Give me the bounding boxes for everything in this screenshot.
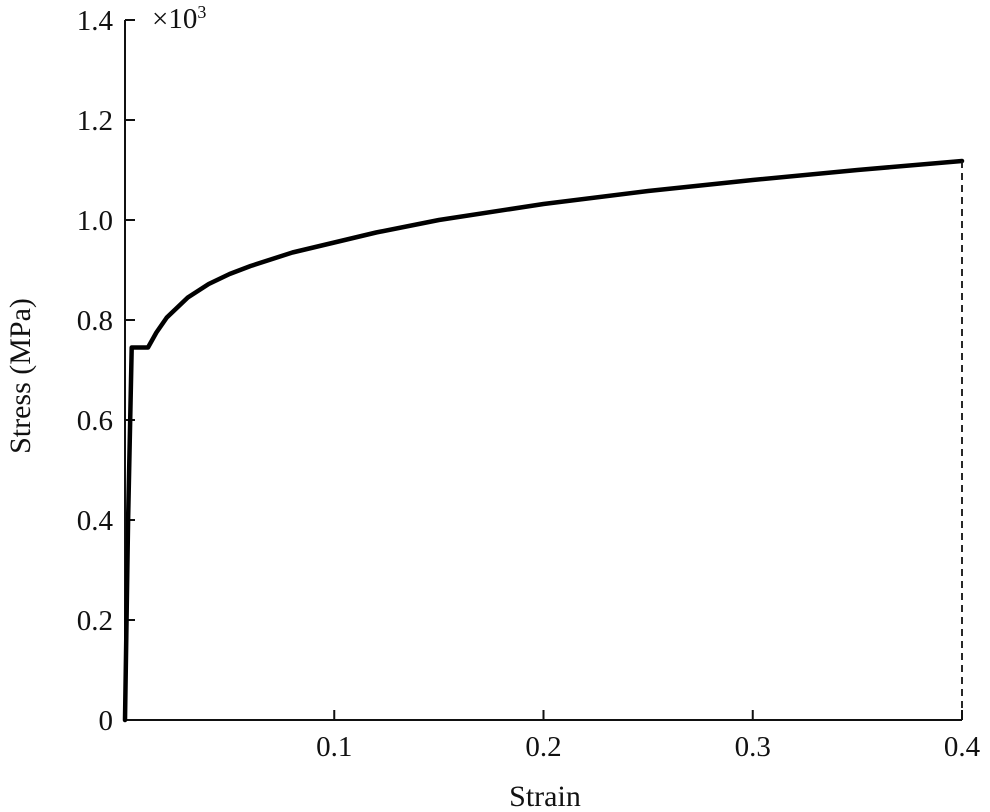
y-axis-multiplier: ×103: [152, 2, 206, 35]
y-tick-label: 0.8: [77, 305, 113, 337]
y-tick-label: 0: [99, 705, 114, 737]
y-axis-title: Stress (MPa): [4, 298, 37, 454]
y-tick-label: 0.6: [77, 405, 113, 437]
x-tick-label: 0.2: [525, 731, 561, 763]
axes: [124, 20, 962, 721]
y-axis-ticks: 0 0.2 0.4 0.6 0.8 1.0 1.2 1.4: [77, 5, 135, 737]
y-tick-label: 0.4: [77, 505, 114, 537]
y-axis-multiplier-exponent: 3: [197, 2, 206, 22]
x-tick-label: 0.4: [944, 731, 981, 763]
y-tick-label: 1.4: [77, 5, 114, 37]
y-tick-label: 1.2: [77, 105, 113, 137]
x-axis-ticks: 0.1 0.2 0.3 0.4: [316, 710, 981, 763]
x-tick-label: 0.1: [316, 731, 352, 763]
series-layer: [122, 158, 965, 723]
y-tick-label: 1.0: [77, 205, 113, 237]
y-axis-multiplier-base: ×10: [152, 3, 197, 35]
stress-strain-curve: [122, 158, 965, 723]
y-tick-label: 0.2: [77, 605, 113, 637]
x-axis-title: Strain: [509, 780, 581, 812]
x-tick-label: 0.3: [735, 731, 771, 763]
